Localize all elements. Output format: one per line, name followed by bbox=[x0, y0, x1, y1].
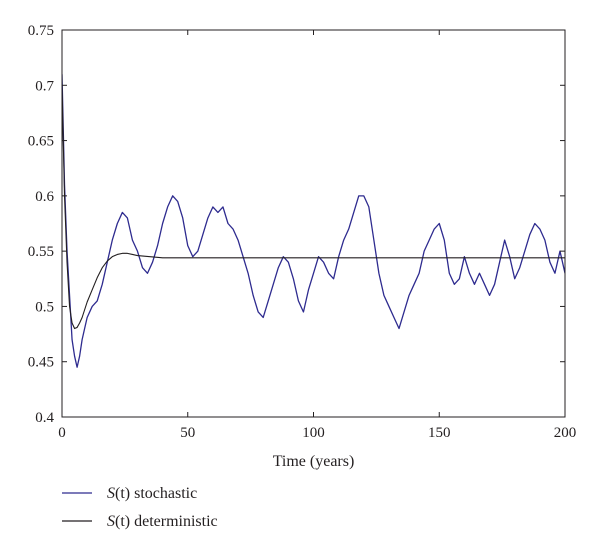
ticks-layer: 0 50 100 150 200 0.4 0.45 0.5 0.55 0.6 0.65 0.7 0.75 bbox=[28, 23, 577, 441]
deterministic-series-line bbox=[62, 85, 565, 328]
y-tick-label: 0.75 bbox=[28, 23, 54, 39]
y-tick-label: 0.65 bbox=[28, 134, 54, 150]
y-tick-label: 0.4 bbox=[35, 410, 54, 426]
y-tick-label: 0.5 bbox=[35, 299, 54, 315]
stochastic-series-line bbox=[62, 74, 565, 367]
y-tick-label: 0.7 bbox=[35, 78, 54, 94]
legend-label: S(t) stochastic bbox=[107, 485, 197, 502]
y-tick-label: 0.6 bbox=[35, 189, 54, 205]
x-tick-label: 0 bbox=[58, 425, 66, 441]
y-tick-label: 0.45 bbox=[28, 355, 54, 371]
legend: S(t) stochastic S(t) deterministic bbox=[62, 485, 218, 530]
x-tick-label: 50 bbox=[180, 425, 195, 441]
series-layer bbox=[62, 74, 565, 367]
legend-label: S(t) deterministic bbox=[107, 513, 218, 530]
x-tick-label: 150 bbox=[428, 425, 451, 441]
x-tick-label: 100 bbox=[302, 425, 325, 441]
y-tick-label: 0.55 bbox=[28, 244, 54, 260]
plot-frame bbox=[62, 30, 565, 417]
x-axis-label: Time (years) bbox=[273, 453, 355, 470]
x-tick-label: 200 bbox=[554, 425, 577, 441]
